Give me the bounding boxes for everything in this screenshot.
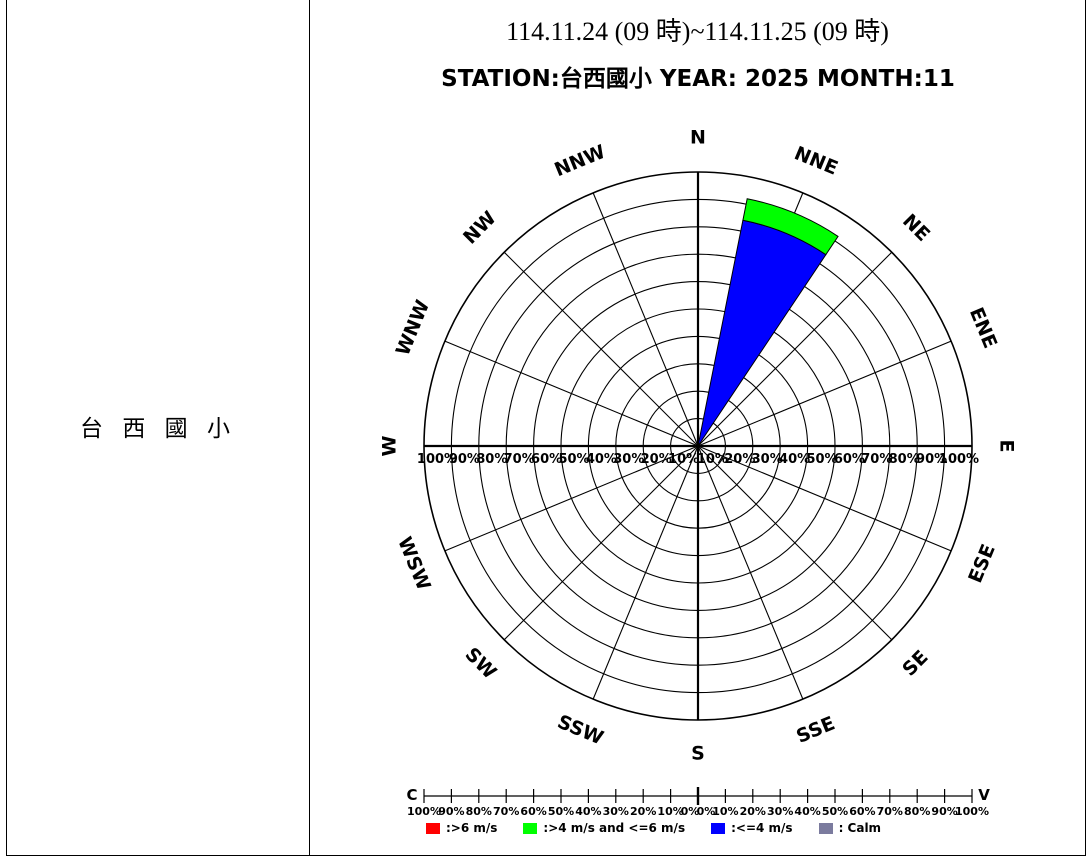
calm-bar-tick-label: 40% [575,805,601,818]
calm-bar-tick-label: 20% [630,805,656,818]
calm-bar-tick-label: 30% [767,805,793,818]
calm-bar-tick-label: 30% [603,805,629,818]
legend-swatch [523,822,538,834]
radial-tick-left: 30% [613,452,644,467]
legend-label: :>4 m/s and <=6 m/s [543,821,686,835]
radial-tick-right: 30% [752,452,783,467]
radial-tick-left: 90% [449,452,480,467]
spoke-SW [503,445,699,641]
spoke-SSE [697,445,804,700]
direction-label-ESE: ESE [964,541,1000,586]
radial-tick-right: 90% [916,452,947,467]
legend-item: :<=4 m/s [711,821,793,835]
direction-label-NE: NE [898,210,934,246]
radial-tick-left: 70% [504,452,535,467]
legend-item: : Calm [818,821,882,835]
calm-bar-tick-label: 90% [931,805,957,818]
radial-tick-right: 40% [779,452,810,467]
direction-label-S: S [691,743,705,765]
radial-tick-left: 10% [668,452,699,467]
calm-bar-tick-label: 70% [493,805,519,818]
calm-bar-tick-label: 0% [697,805,716,818]
legend-swatch [426,822,440,834]
direction-label-NNE: NNE [791,142,841,179]
calm-bar-tick-label: 60% [849,805,875,818]
spoke-NE [697,251,893,447]
calm-bar-tick-label: 10% [712,805,738,818]
radial-tick-right: 70% [861,452,892,467]
legend-swatch [711,822,726,834]
legend-item: :>4 m/s and <=6 m/s [523,821,685,835]
direction-label-WNW: WNW [392,297,434,359]
legend-swatch [818,822,833,834]
direction-label-NW: NW [459,207,501,249]
calm-bar-tick-label: 80% [904,805,930,818]
date-range: 114.11.24 (09 時)~114.11.25 (09 時) [506,17,889,46]
radial-tick-left: 80% [476,452,507,467]
calm-bar-tick-label: 10% [657,805,683,818]
direction-label-WSW: WSW [393,534,435,594]
calm-bar-tick-label: 70% [877,805,903,818]
calm-bar-right-label: V [978,786,990,804]
direction-label-NNW: NNW [551,141,608,182]
direction-label-W: W [379,435,401,456]
calm-bar-tick-label: 100% [955,805,989,818]
spoke-WSW [444,445,699,552]
radial-tick-right: 80% [889,452,920,467]
calm-bar-tick-label: 0% [681,805,700,818]
calm-bar-tick-label: 20% [740,805,766,818]
calm-bar-tick-label: 50% [822,805,848,818]
radial-tick-left: 40% [586,452,617,467]
station-name-cell: 台 西 國 小 [6,0,310,856]
calm-bar-tick-label: 100% [407,805,441,818]
radial-tick-right: 10% [697,452,728,467]
calm-bar-left-label: C [406,786,417,804]
radial-tick-right: 60% [834,452,865,467]
spoke-WNW [444,340,699,447]
radial-tick-left: 100% [417,452,457,467]
legend-label: :<=4 m/s [731,821,793,835]
direction-label-SE: SE [898,646,932,680]
wind-rose-chart: STATION:台西國小 YEAR: 2025 MONTH:11NNNENEEN… [379,65,1018,818]
wedge-NNE-2 [697,219,827,447]
radial-tick-right: 50% [806,452,837,467]
spoke-ENE [697,340,952,447]
direction-label-N: N [690,127,706,149]
spoke-ESE [697,445,952,552]
legend-label: :>6 m/s [446,821,498,835]
spoke-NW [503,251,699,447]
direction-label-E: E [996,440,1018,453]
direction-label-SSW: SSW [554,711,606,750]
radial-tick-left: 60% [531,452,562,467]
radial-tick-left: 20% [641,452,672,467]
calm-bar-tick-label: 40% [794,805,820,818]
radial-tick-right: 20% [724,452,755,467]
chart-title: STATION:台西國小 YEAR: 2025 MONTH:11 [441,65,955,92]
calm-bar-tick-label: 60% [520,805,546,818]
radial-tick-left: 50% [558,452,589,467]
wedge-NNE-1 [742,198,839,256]
legend: :>6 m/s :>4 m/s and <=6 m/s :<=4 m/s : Calm [426,821,881,835]
direction-label-SW: SW [461,643,501,683]
calm-bar-tick-label: 90% [438,805,464,818]
radial-tick-right: 100% [939,452,979,467]
spoke-SSW [592,445,699,700]
calm-bar-tick-label: 80% [466,805,492,818]
direction-label-SSE: SSE [793,712,838,747]
spoke-SE [697,445,893,641]
station-name: 台 西 國 小 [80,416,236,442]
direction-label-ENE: ENE [965,304,1001,351]
calm-bar-tick-label: 50% [548,805,574,818]
spoke-NNW [592,192,699,447]
legend-item: :>6 m/s [426,821,497,835]
legend-label: : Calm [838,821,882,835]
